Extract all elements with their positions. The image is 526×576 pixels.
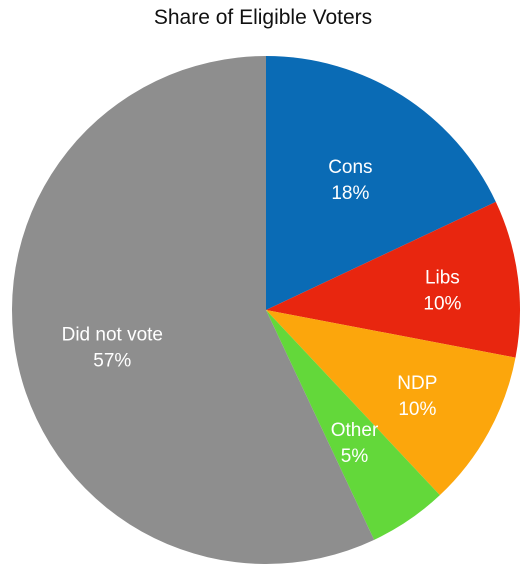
slice-value-label: 5% xyxy=(341,446,369,467)
slice-label: NDP xyxy=(397,373,437,394)
slice-value-label: 57% xyxy=(93,350,131,371)
pie-slice-libs xyxy=(266,201,520,358)
pie-slice-cons xyxy=(266,56,496,310)
pie-slice-did-not-vote xyxy=(12,56,375,564)
chart-title: Share of Eligible Voters xyxy=(153,6,373,29)
pie-slice-other xyxy=(266,310,440,540)
slice-value-label: 10% xyxy=(398,399,436,420)
slice-label: Cons xyxy=(328,157,372,178)
slice-label: Did not vote xyxy=(62,324,163,345)
slice-value-label: 18% xyxy=(331,183,369,204)
slice-label: Libs xyxy=(425,268,460,289)
slice-value-label: 10% xyxy=(423,294,461,315)
slice-label: Other xyxy=(331,420,379,441)
pie-slice-ndp xyxy=(266,310,516,496)
